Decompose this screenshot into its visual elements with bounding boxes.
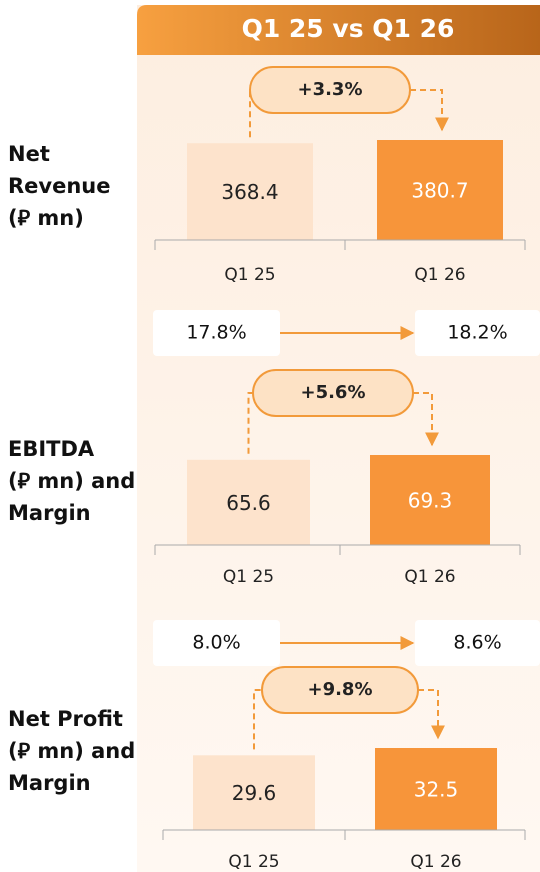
bar bbox=[375, 748, 497, 830]
header-title: Q1 25 vs Q1 26 bbox=[242, 14, 455, 43]
row-title: EBITDA bbox=[8, 437, 95, 461]
change-pill bbox=[249, 66, 411, 114]
header-bar bbox=[137, 5, 540, 55]
category-label: Q1 26 bbox=[410, 852, 461, 872]
change-label: +5.6% bbox=[300, 382, 365, 403]
connector bbox=[247, 392, 253, 454]
bar bbox=[187, 143, 313, 240]
row-title: (⃁ mn) and bbox=[8, 739, 135, 763]
category-label: Q1 25 bbox=[228, 852, 279, 872]
row-title: (⃁ mn) and bbox=[8, 469, 135, 493]
row-title: (⃁ mn) bbox=[8, 206, 84, 230]
bar bbox=[370, 455, 490, 545]
margin-box bbox=[153, 620, 280, 666]
bar bbox=[193, 755, 315, 830]
change-pill bbox=[261, 666, 419, 714]
margin-label: 8.0% bbox=[192, 632, 240, 654]
panel bbox=[137, 5, 540, 872]
category-label: Q1 25 bbox=[223, 567, 274, 587]
bar bbox=[187, 459, 310, 545]
value-label: 29.6 bbox=[232, 781, 277, 805]
margin-box bbox=[415, 310, 540, 356]
value-label: 32.5 bbox=[414, 778, 459, 802]
change-pill bbox=[252, 369, 414, 417]
connector-arrow bbox=[418, 689, 445, 740]
connector-arrow bbox=[410, 89, 449, 132]
category-label: Q1 25 bbox=[224, 265, 275, 285]
category-label: Q1 26 bbox=[404, 567, 455, 587]
margin-label: 8.6% bbox=[453, 632, 501, 654]
row-title: Margin bbox=[8, 771, 91, 795]
value-label: 65.6 bbox=[226, 491, 271, 515]
margin-label: 17.8% bbox=[186, 322, 246, 344]
value-label: 368.4 bbox=[221, 180, 278, 204]
row-title: Margin bbox=[8, 501, 91, 525]
value-label: 69.3 bbox=[408, 489, 453, 513]
row-title: Revenue bbox=[8, 174, 111, 198]
connector bbox=[253, 689, 262, 750]
category-label: Q1 26 bbox=[414, 265, 465, 285]
change-label: +3.3% bbox=[297, 79, 362, 100]
change-label: +9.8% bbox=[307, 679, 372, 700]
bar bbox=[377, 140, 503, 240]
row-title: Net bbox=[8, 142, 50, 166]
row-title: Net Profit bbox=[8, 707, 123, 731]
margin-box bbox=[153, 310, 280, 356]
margin-box bbox=[415, 620, 540, 666]
connector-arrow bbox=[413, 392, 439, 447]
margin-label: 18.2% bbox=[447, 322, 507, 344]
value-label: 380.7 bbox=[411, 179, 468, 203]
